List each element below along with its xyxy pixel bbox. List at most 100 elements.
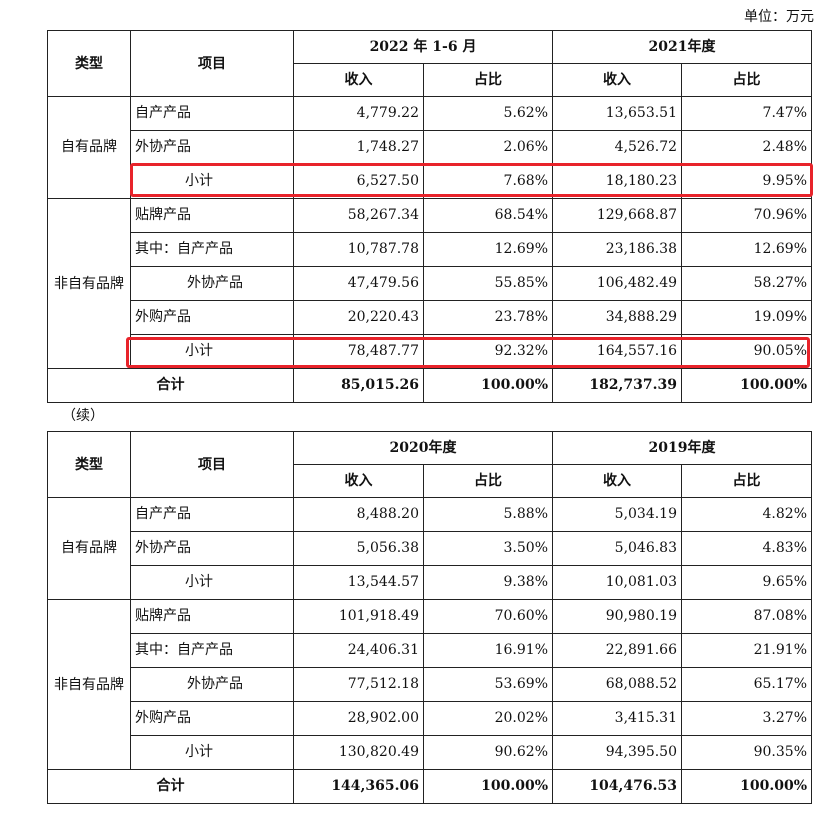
share-cell: 2.48% (681, 130, 813, 165)
share-cell: 5.88% (423, 497, 553, 532)
header-income: 收入 (293, 63, 424, 97)
income-cell: 10,787.78 (293, 232, 424, 267)
share-cell: 19.09% (681, 300, 813, 335)
header-period: 2019年度 (552, 431, 812, 465)
share-cell: 23.78% (422, 300, 554, 335)
unit-label: 单位：万元 (744, 9, 814, 25)
income-cell: 24,406.31 (293, 633, 424, 668)
share-cell: 100.00% (681, 368, 813, 403)
share-cell: 7.47% (681, 96, 813, 131)
item-cell: 小计 (130, 164, 294, 199)
share-cell: 2.06% (422, 130, 554, 165)
item-cell: 其中：自产产品 (130, 232, 294, 267)
item-cell: 外协产品 (130, 531, 294, 566)
share-cell: 20.02% (423, 701, 553, 736)
table-row: 外协产品 47,479.56 55.85% 106,482.49 58.27% (48, 266, 813, 301)
table-row: 其中：自产产品 10,787.78 12.69% 23,186.38 12.69… (48, 232, 813, 267)
item-cell: 外购产品 (130, 300, 294, 335)
header-item: 项目 (130, 431, 294, 498)
item-cell: 贴牌产品 (130, 198, 294, 233)
share-cell: 55.85% (422, 266, 554, 301)
income-cell: 13,544.57 (293, 565, 424, 600)
total-label: 合计 (47, 368, 294, 403)
item-cell: 贴牌产品 (130, 599, 294, 634)
share-cell: 100.00% (681, 769, 812, 804)
income-cell: 47,479.56 (293, 266, 424, 301)
share-cell: 12.69% (422, 232, 554, 267)
share-cell: 70.96% (681, 198, 813, 233)
item-cell: 自产产品 (130, 497, 294, 532)
share-cell: 5.62% (422, 96, 554, 131)
header-share: 占比 (681, 464, 812, 498)
income-cell: 129,668.87 (552, 198, 683, 233)
share-cell: 90.35% (681, 735, 812, 770)
continued-label: （续） (62, 408, 104, 424)
table-row: 自有品牌 自产产品 4,779.22 5.62% 13,653.51 7.47% (47, 96, 813, 199)
total-row: 合计 85,015.26 100.00% 182,737.39 100.00% (47, 368, 813, 403)
income-cell: 28,902.00 (293, 701, 424, 736)
header-item: 项目 (130, 30, 294, 97)
income-cell: 104,476.53 (552, 769, 682, 804)
income-cell: 4,779.22 (293, 96, 424, 131)
table-row: 外协产品 77,512.18 53.69% 68,088.52 65.17% (48, 667, 812, 702)
header-income: 收入 (293, 464, 424, 498)
table-row: 外购产品 28,902.00 20.02% 3,415.31 3.27% (48, 701, 812, 736)
share-cell: 90.62% (423, 735, 553, 770)
table-row: 非自有品牌 贴牌产品 58,267.34 68.54% 129,668.87 7… (47, 198, 813, 369)
income-cell: 58,267.34 (293, 198, 424, 233)
share-cell: 12.69% (681, 232, 813, 267)
item-cell: 小计 (130, 735, 294, 770)
share-cell: 3.50% (423, 531, 553, 566)
header-income: 收入 (552, 63, 683, 97)
item-cell: 外协产品 (130, 667, 294, 702)
share-cell: 9.38% (423, 565, 553, 600)
share-cell: 4.82% (681, 497, 812, 532)
category-cell: 非自有品牌 (47, 198, 131, 369)
item-cell: 外购产品 (130, 701, 294, 736)
share-cell: 9.65% (681, 565, 812, 600)
category-cell: 非自有品牌 (47, 599, 131, 770)
item-cell: 小计 (130, 565, 294, 600)
subtotal-row: 小计 13,544.57 9.38% 10,081.03 9.65% (48, 565, 812, 600)
table-row: 非自有品牌 贴牌产品 101,918.49 70.60% 90,980.19 8… (47, 599, 812, 770)
revenue-table-2020-2019: 类型 项目 2020年度 2019年度 收入 占比 收入 占比 自有品牌 自产产… (47, 431, 812, 804)
share-cell: 16.91% (423, 633, 553, 668)
revenue-table-2022-2021: 类型 项目 2022 年 1-6 月 2021年度 收入 占比 收入 占比 自有… (47, 30, 813, 403)
share-cell: 100.00% (423, 769, 553, 804)
share-cell: 70.60% (423, 599, 553, 634)
share-cell: 87.08% (681, 599, 812, 634)
income-cell: 77,512.18 (293, 667, 424, 702)
income-cell: 101,918.49 (293, 599, 424, 634)
header-period: 2020年度 (293, 431, 553, 465)
table-row: 其中：自产产品 24,406.31 16.91% 22,891.66 21.91… (48, 633, 812, 668)
header-income: 收入 (552, 464, 682, 498)
share-cell: 53.69% (423, 667, 553, 702)
highlight-box (130, 163, 813, 197)
income-cell: 130,820.49 (293, 735, 424, 770)
share-cell: 21.91% (681, 633, 812, 668)
income-cell: 1,748.27 (293, 130, 424, 165)
income-cell: 22,891.66 (552, 633, 682, 668)
header-period: 2022 年 1-6 月 (292, 30, 554, 64)
income-cell: 85,015.26 (293, 368, 424, 403)
income-cell: 6,527.50 (293, 164, 424, 199)
item-cell: 外协产品 (130, 266, 294, 301)
category-cell: 自有品牌 (47, 96, 131, 199)
item-cell: 外协产品 (130, 130, 294, 165)
table-row: 外购产品 20,220.43 23.78% 34,888.29 19.09% (48, 300, 813, 335)
income-cell: 34,888.29 (552, 300, 683, 335)
header-type: 类型 (47, 30, 131, 97)
item-cell: 自产产品 (130, 96, 294, 131)
income-cell: 13,653.51 (552, 96, 683, 131)
subtotal-row: 小计 130,820.49 90.62% 94,395.50 90.35% (48, 735, 812, 770)
subtotal-row: 小计 6,527.50 7.68% 18,180.23 9.95% (48, 164, 813, 199)
income-cell: 20,220.43 (293, 300, 424, 335)
item-cell: 其中：自产产品 (130, 633, 294, 668)
income-cell: 106,482.49 (552, 266, 683, 301)
share-cell: 68.54% (422, 198, 554, 233)
total-row: 合计 144,365.06 100.00% 104,476.53 100.00% (47, 769, 812, 804)
table-row: 外协产品 5,056.38 3.50% 5,046.83 4.83% (48, 531, 812, 566)
income-cell: 10,081.03 (552, 565, 682, 600)
income-cell: 23,186.38 (552, 232, 683, 267)
income-cell: 182,737.39 (552, 368, 683, 403)
